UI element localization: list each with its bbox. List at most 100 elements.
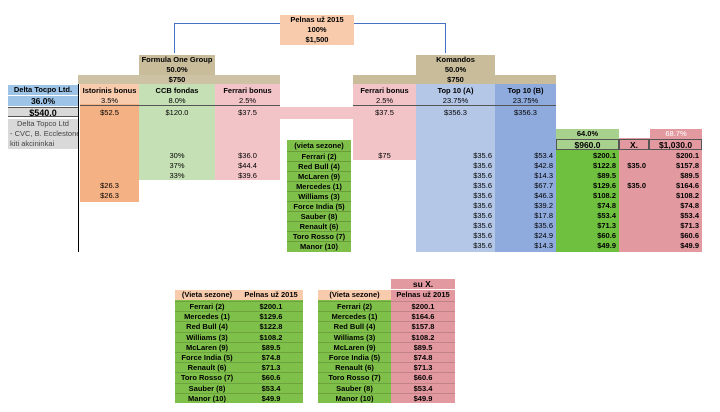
- table1-place: Red Bull (4): [175, 321, 239, 331]
- team-name: Toro Rosso (7): [287, 231, 351, 241]
- team-x: [619, 151, 649, 161]
- team-total: $108.2: [593, 191, 616, 200]
- team-top10a: $35.6: [473, 191, 492, 200]
- istorinis-pct: 3.5%: [80, 96, 139, 106]
- table1-profit: $122.8: [239, 321, 303, 331]
- ccb-share-2: 37%: [169, 161, 185, 170]
- ferrari-left-header: Ferrari bonus: [223, 86, 272, 95]
- table2-place: McLaren (9): [318, 341, 391, 352]
- table1-profit: $129.6: [239, 311, 303, 321]
- table2-profit: $200.1: [391, 301, 455, 311]
- team-top10a: $35.6: [473, 221, 492, 230]
- delta-note1: - CVC, B. Ecclestone,: [8, 129, 78, 139]
- ferrari-right-amount: $37.5: [375, 108, 394, 117]
- team-total: $71.3: [597, 221, 616, 230]
- f1group-name: Formula One Group: [139, 55, 215, 65]
- ferrari-left-value-3: $39.6: [238, 171, 257, 180]
- connector-left: [174, 23, 175, 53]
- ccb-share-1: 30%: [169, 151, 185, 160]
- team-top10a: $35.6: [473, 241, 492, 250]
- team-name: Manor (10): [287, 241, 351, 251]
- top-title: Pelnas už 2015: [280, 15, 354, 25]
- team-name: Mercedes (1): [287, 181, 351, 191]
- team-top10a: $35.6: [473, 181, 492, 190]
- table1-place: Manor (10): [175, 392, 239, 403]
- team-x: [619, 201, 649, 211]
- summary-amount-pink: $1,030.0: [649, 139, 702, 150]
- table1-profit: $74.8: [239, 352, 303, 362]
- f1group-amount-overlay: $750: [168, 75, 186, 84]
- table2-place: Red Bull (4): [318, 321, 391, 331]
- ccb-header: CCB fondas: [155, 86, 199, 95]
- team-total: $60.6: [597, 231, 616, 240]
- ccb-column: [139, 84, 215, 180]
- team-top10a: $35.6: [473, 171, 492, 180]
- table2-place: Force India (5): [318, 352, 391, 362]
- green-total-column: [556, 138, 619, 252]
- team-top10b: $17.8: [534, 211, 553, 220]
- summary-x-label: X.: [619, 139, 649, 150]
- istorinis-amount: $52.5: [100, 108, 119, 117]
- ferrari-left-value-1: $36.0: [238, 151, 257, 160]
- ccb-share-3: 33%: [169, 171, 185, 180]
- team-top10b: $53.4: [534, 151, 553, 160]
- table1-profit: $200.1: [239, 301, 303, 311]
- team-final: $157.8: [676, 161, 699, 170]
- team-x: $35.0: [627, 181, 646, 190]
- team-total: $200.1: [593, 151, 616, 160]
- table2-place: Sauber (8): [318, 382, 391, 393]
- ferrari-right-value: $75: [378, 151, 391, 160]
- table1-profit: $60.6: [239, 372, 303, 382]
- table1-place: Mercedes (1): [175, 311, 239, 321]
- team-total: $122.8: [593, 161, 616, 170]
- table2-place: Williams (3): [318, 331, 391, 342]
- top10b-amount: $356.3: [514, 108, 537, 117]
- team-top10b: $67.7: [534, 181, 553, 190]
- table2-place: Toro Rosso (7): [318, 372, 391, 382]
- summary-pct-pink: 68.7%: [650, 129, 702, 139]
- team-top10b: $46.3: [534, 191, 553, 200]
- team-total: $89.5: [597, 171, 616, 180]
- ferrari-left-column: [215, 84, 280, 180]
- summary-amount-green: $960.0: [556, 139, 619, 150]
- team-top10b: $42.8: [534, 161, 553, 170]
- table1-header-profit: Pelnas už 2015: [239, 290, 303, 300]
- table1-place: Sauber (8): [175, 382, 239, 393]
- team-total: $129.6: [593, 181, 616, 190]
- team-final: $89.5: [680, 171, 699, 180]
- team-top10b: $14.3: [534, 171, 553, 180]
- table1-profit: $53.4: [239, 382, 303, 393]
- team-top10a: $35.6: [473, 151, 492, 160]
- top10a-pct: 23.75%: [416, 96, 495, 106]
- table2-profit: $164.6: [391, 311, 455, 321]
- ferrari-right-column: [353, 84, 416, 160]
- istorinis-fill: [80, 104, 139, 202]
- team-x: [619, 241, 649, 251]
- top10b-pct: 23.75%: [495, 96, 556, 106]
- istorinis-column: [80, 84, 139, 104]
- table2-profit: $89.5: [391, 341, 455, 352]
- team-name: Williams (3): [287, 191, 351, 201]
- table2-profit: $60.6: [391, 372, 455, 382]
- table2-profit: $157.8: [391, 321, 455, 331]
- team-name: Force India (5): [287, 201, 351, 211]
- team-top10a: $35.6: [473, 211, 492, 220]
- team-x: [619, 171, 649, 181]
- table2-profit: $49.9: [391, 392, 455, 403]
- team-top10b: $24.9: [534, 231, 553, 240]
- team-final: $74.8: [680, 201, 699, 210]
- team-name: Sauber (8): [287, 211, 351, 221]
- team-name: Renault (6): [287, 221, 351, 231]
- top-pct: 100%: [280, 25, 354, 35]
- table2-profit: $74.8: [391, 352, 455, 362]
- table2-profit: $71.3: [391, 362, 455, 372]
- table1-place: Force India (5): [175, 352, 239, 362]
- team-x: $35.0: [627, 161, 646, 170]
- table2-left-bg: [318, 290, 391, 403]
- top-amount: $1,500: [280, 35, 354, 45]
- ferrari-left-amount: $37.5: [238, 108, 257, 117]
- komandos-pct: 50.0%: [416, 65, 495, 75]
- connector-right: [445, 23, 446, 53]
- delta-amount: $540.0: [8, 107, 78, 117]
- summary-pct-green: 64.0%: [556, 129, 619, 139]
